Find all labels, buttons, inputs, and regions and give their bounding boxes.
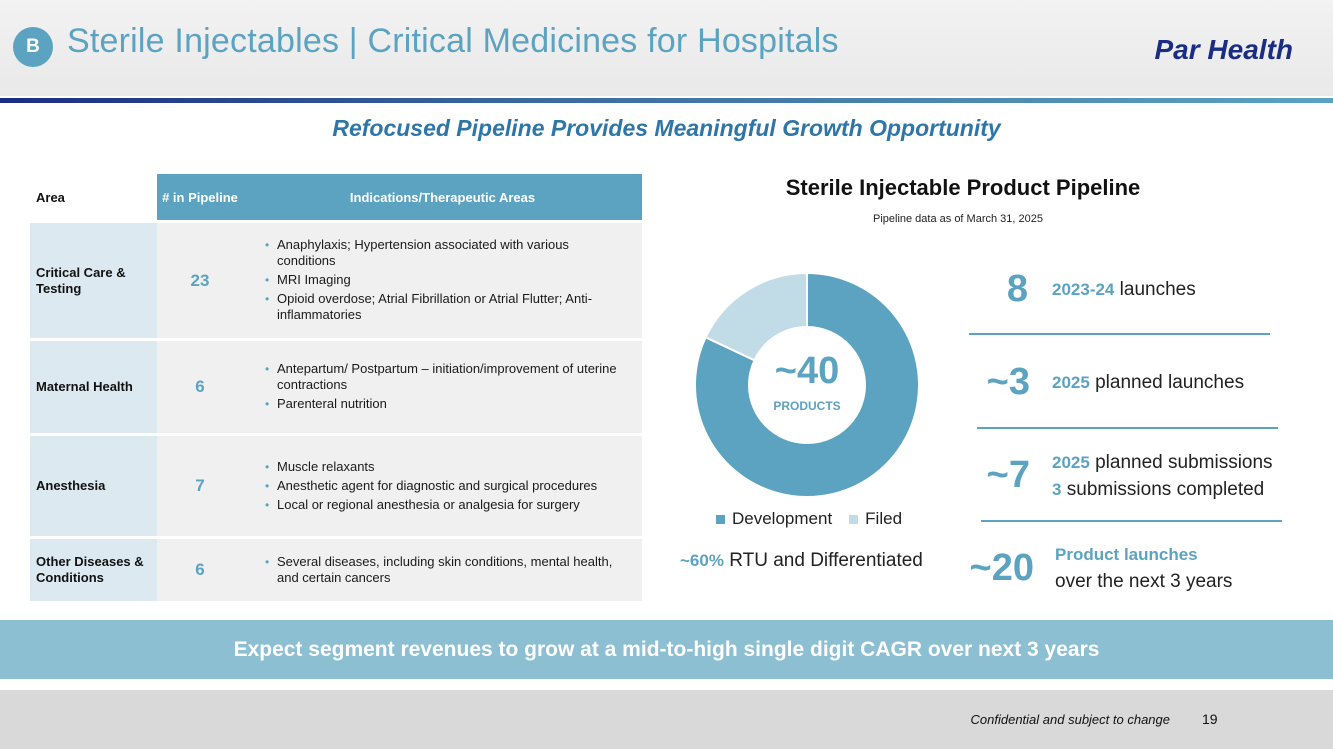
footer: Confidential and subject to change 19 [0,690,1333,749]
stat-number: 8 [1006,268,1028,310]
table-row: Critical Care & Testing 23 Anaphylaxis; … [30,223,642,338]
row-count: 7 [157,436,243,536]
stat-divider [981,520,1282,522]
indication-item: Anesthetic agent for diagnostic and surg… [265,478,626,494]
stat-number: ~3 [986,361,1030,403]
donut-slice-filed [704,273,808,362]
stat-text: 2025 planned submissions 3 submissions c… [1052,449,1273,503]
indication-item: MRI Imaging [265,272,626,288]
stat-highlight: 3 [1052,480,1062,499]
stat-label: over the next 3 years [1055,571,1233,592]
brand-logo: Par Health [1154,34,1294,65]
legend-label: Filed [865,509,903,528]
page-title: Sterile Injectables | Critical Medicines… [67,22,839,60]
indication-item: Antepartum/ Postpartum – initiation/impr… [265,361,626,393]
legend-swatch [716,514,725,524]
table-row: Maternal Health 6 Antepartum/ Postpartum… [30,341,642,433]
row-count: 23 [157,223,243,338]
row-indications: Anaphylaxis; Hypertension associated wit… [243,223,642,338]
indication-item: Local or regional anesthesia or analgesi… [265,497,626,513]
row-area: Critical Care & Testing [30,223,157,338]
pipeline-donut-chart [695,273,919,497]
indication-item: Opioid overdose; Atrial Fibrillation or … [265,291,626,323]
legend-swatch [849,514,859,524]
stat-text: 2023-24 launches [1052,276,1196,303]
row-indications: Antepartum/ Postpartum – initiation/impr… [243,341,642,433]
rtu-stat: ~60% RTU and Differentiated [680,550,923,572]
header-num: # in Pipeline [157,174,243,220]
stat-highlight: 2025 [1052,453,1090,472]
row-indications: Muscle relaxants Anesthetic agent for di… [243,436,642,536]
legend-item-filed: Filed [849,509,902,529]
row-area: Anesthesia [30,436,157,536]
indication-item: Several diseases, including skin conditi… [265,554,626,586]
chart-title: Sterile Injectable Product Pipeline [785,175,1141,200]
row-indications: Several diseases, including skin conditi… [243,539,642,601]
stat-label: submissions completed [1066,479,1265,500]
indication-item: Parenteral nutrition [265,396,626,412]
row-area: Maternal Health [30,341,157,433]
rtu-value: ~60% [680,551,724,570]
stat-number: ~7 [986,454,1030,496]
row-count: 6 [157,341,243,433]
stat-divider [977,427,1278,429]
stat-text: Product launches over the next 3 years [1055,541,1232,595]
stat-highlight: 2025 [1052,373,1090,392]
stat-highlight: 2023-24 [1052,280,1115,299]
row-count: 6 [157,539,243,601]
stat-number: ~20 [969,547,1034,589]
table-header: Area # in Pipeline Indications/Therapeut… [30,174,642,220]
chart-subtitle: Pipeline data as of March 31, 2025 [872,213,1043,225]
chart-legend: Development Filed [716,509,919,529]
rtu-text: RTU and Differentiated [729,550,923,571]
page-number: 19 [1202,711,1218,727]
donut-slice-development [695,273,919,497]
stat-highlight: Product launches [1055,545,1198,564]
section-badge: B [13,27,53,67]
legend-label: Development [732,509,833,528]
header-divider [0,98,1333,103]
stat-label: planned submissions [1095,452,1273,473]
table-row: Other Diseases & Conditions 6 Several di… [30,539,642,601]
pipeline-table: Area # in Pipeline Indications/Therapeut… [30,174,642,601]
stat-label: planned launches [1095,372,1245,393]
header-area: Area [30,174,157,220]
indication-item: Muscle relaxants [265,459,626,475]
donut-center-label: PRODUCTS [773,399,841,413]
header-indications: Indications/Therapeutic Areas [243,174,642,220]
confidential-note: Confidential and subject to change [970,712,1170,727]
page-subtitle: Refocused Pipeline Provides Meaningful G… [332,115,1001,141]
row-area: Other Diseases & Conditions [30,539,157,601]
table-row: Anesthesia 7 Muscle relaxants Anesthetic… [30,436,642,536]
donut-center-value: ~40 [774,350,840,392]
outlook-banner: Expect segment revenues to grow at a mid… [0,620,1333,679]
stat-divider [969,333,1270,335]
header: B Sterile Injectables | Critical Medicin… [0,0,1333,96]
stat-label: launches [1119,279,1196,300]
legend-item-development: Development [716,509,832,529]
indication-item: Anaphylaxis; Hypertension associated wit… [265,237,626,269]
stat-text: 2025 planned launches [1052,369,1244,396]
